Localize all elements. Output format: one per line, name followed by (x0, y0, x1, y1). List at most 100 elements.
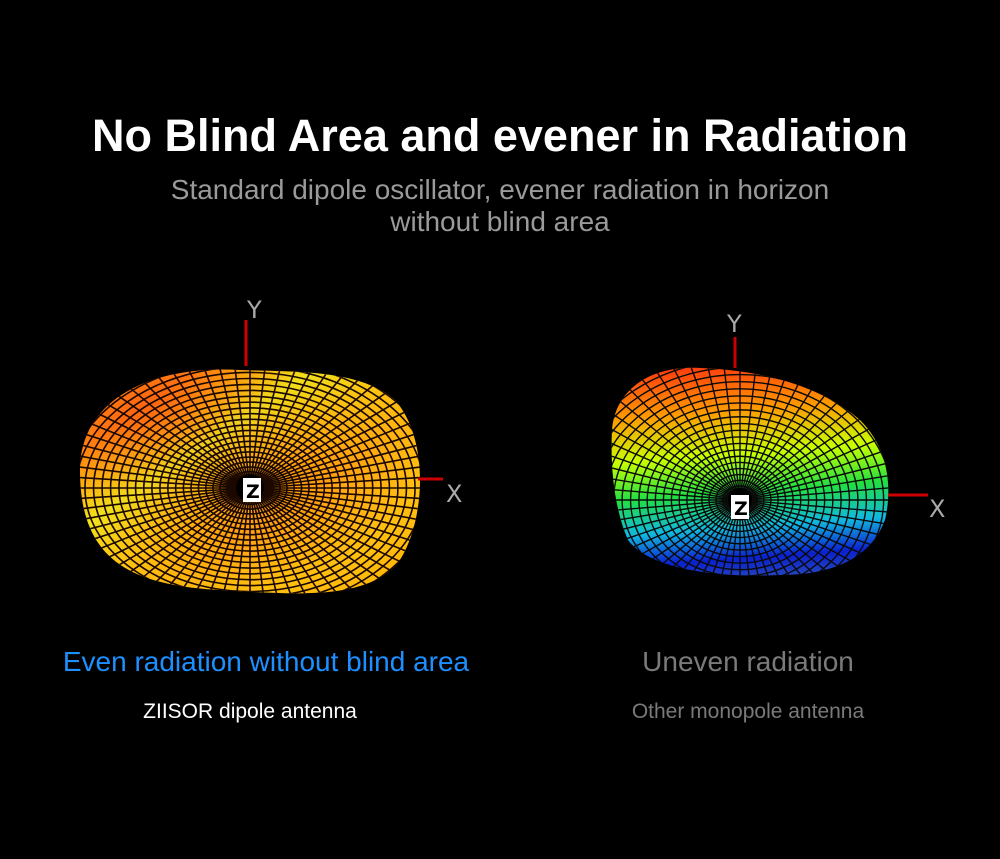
mesh-spoke (80, 487, 251, 529)
mesh-spoke (249, 487, 361, 594)
mesh-spoke (249, 487, 308, 594)
mesh-spoke (230, 487, 251, 594)
mesh-spoke (611, 499, 741, 576)
mesh-spoke (249, 487, 326, 594)
mesh-spoke (249, 447, 420, 489)
mesh-spoke (611, 413, 741, 501)
mesh-spoke (635, 499, 741, 576)
mesh-spoke (249, 369, 270, 489)
mesh-spoke (611, 426, 741, 501)
mesh-spoke (651, 367, 741, 501)
mesh-spoke (249, 369, 289, 489)
mesh-spoke (739, 454, 889, 501)
left-y-label: Y (246, 296, 262, 324)
mesh-spoke (139, 487, 251, 594)
mesh-spoke (739, 499, 813, 576)
mesh-spoke (249, 434, 420, 489)
mesh-spoke (249, 487, 289, 594)
mesh-spoke (739, 499, 860, 576)
mesh-spoke (249, 487, 344, 594)
right-radiation-pattern (611, 367, 889, 576)
mesh-spoke (739, 484, 889, 501)
mesh-spoke (192, 369, 251, 489)
mesh-spoke (685, 367, 741, 501)
right-caption: Uneven radiation (642, 646, 854, 677)
mesh-spoke (611, 499, 741, 574)
mesh-spoke (108, 369, 251, 489)
mesh-spoke (611, 499, 741, 531)
mesh-spoke (249, 369, 377, 489)
mesh-spoke (230, 369, 251, 489)
mesh-spoke (249, 473, 420, 489)
mesh-spoke (249, 378, 407, 489)
mesh-spoke (249, 369, 326, 489)
mesh-spoke (651, 499, 741, 576)
mesh-spoke (739, 499, 885, 576)
mesh-spoke (80, 487, 251, 503)
mesh-spoke (249, 398, 420, 489)
mesh-spoke (611, 499, 741, 516)
left-caption: Even radiation without blind area (62, 646, 470, 677)
mesh-spoke (635, 371, 741, 501)
mesh-spoke (611, 469, 741, 501)
mesh-spoke (156, 487, 251, 594)
mesh-spoke (93, 378, 251, 489)
mesh-spoke (174, 487, 251, 594)
mesh-spoke (702, 367, 741, 501)
mesh-spoke (620, 380, 741, 501)
mesh-spoke (739, 499, 795, 576)
mesh-spoke (249, 487, 270, 594)
mesh-spoke (611, 401, 741, 501)
mesh-spoke (611, 499, 741, 576)
mesh-spoke (667, 367, 741, 501)
mesh-spoke (192, 487, 251, 594)
mesh-spoke (620, 499, 741, 576)
mesh-spoke (211, 487, 251, 594)
mesh-spoke (739, 499, 889, 546)
mesh-spoke (739, 499, 760, 576)
mesh-spoke (80, 434, 251, 489)
mesh-spoke (249, 369, 392, 489)
mesh-spoke (611, 390, 741, 501)
left-z-label: Z (246, 481, 260, 503)
mesh-spoke (211, 369, 251, 489)
mesh-spoke (80, 447, 251, 489)
mesh-spoke (81, 388, 251, 489)
mesh-spoke (80, 398, 251, 489)
mesh-spoke (174, 369, 251, 489)
mesh-spoke (249, 487, 420, 542)
mesh-spoke (667, 499, 741, 576)
page-title: No Blind Area and evener in Radiation (92, 110, 908, 161)
mesh-spoke (80, 473, 251, 489)
left-x-label: X (446, 480, 462, 508)
mesh-spoke (739, 499, 889, 516)
mesh-spoke (611, 440, 741, 501)
mesh-spoke (611, 454, 741, 501)
mesh-spoke (739, 499, 778, 576)
mesh-spoke (249, 460, 420, 489)
right-z-label: Z (734, 498, 748, 520)
right-antenna-label: Other monopole antenna (631, 700, 865, 723)
mesh-spoke (80, 487, 251, 542)
mesh-spoke (123, 369, 251, 489)
mesh-spoke (720, 367, 741, 501)
mesh-spoke (739, 499, 889, 531)
mesh-spoke (249, 487, 420, 516)
mesh-spoke (739, 469, 889, 501)
mesh-spoke (80, 487, 251, 516)
mesh-spoke (739, 499, 873, 576)
mesh-spoke (739, 499, 829, 576)
mesh-spoke (249, 369, 308, 489)
mesh-spoke (611, 499, 741, 560)
mesh-spoke (611, 484, 741, 501)
subtitle-line-2: without blind area (390, 206, 610, 237)
right-x-label: X (929, 495, 945, 523)
mesh-spoke (249, 410, 420, 489)
mesh-spoke (80, 460, 251, 489)
subtitle-line-1: Standard dipole oscillator, evener radia… (170, 174, 830, 205)
mesh-spoke (249, 388, 419, 489)
mesh-spoke (720, 499, 741, 576)
mesh-spoke (249, 487, 420, 529)
mesh-spoke (739, 499, 845, 576)
